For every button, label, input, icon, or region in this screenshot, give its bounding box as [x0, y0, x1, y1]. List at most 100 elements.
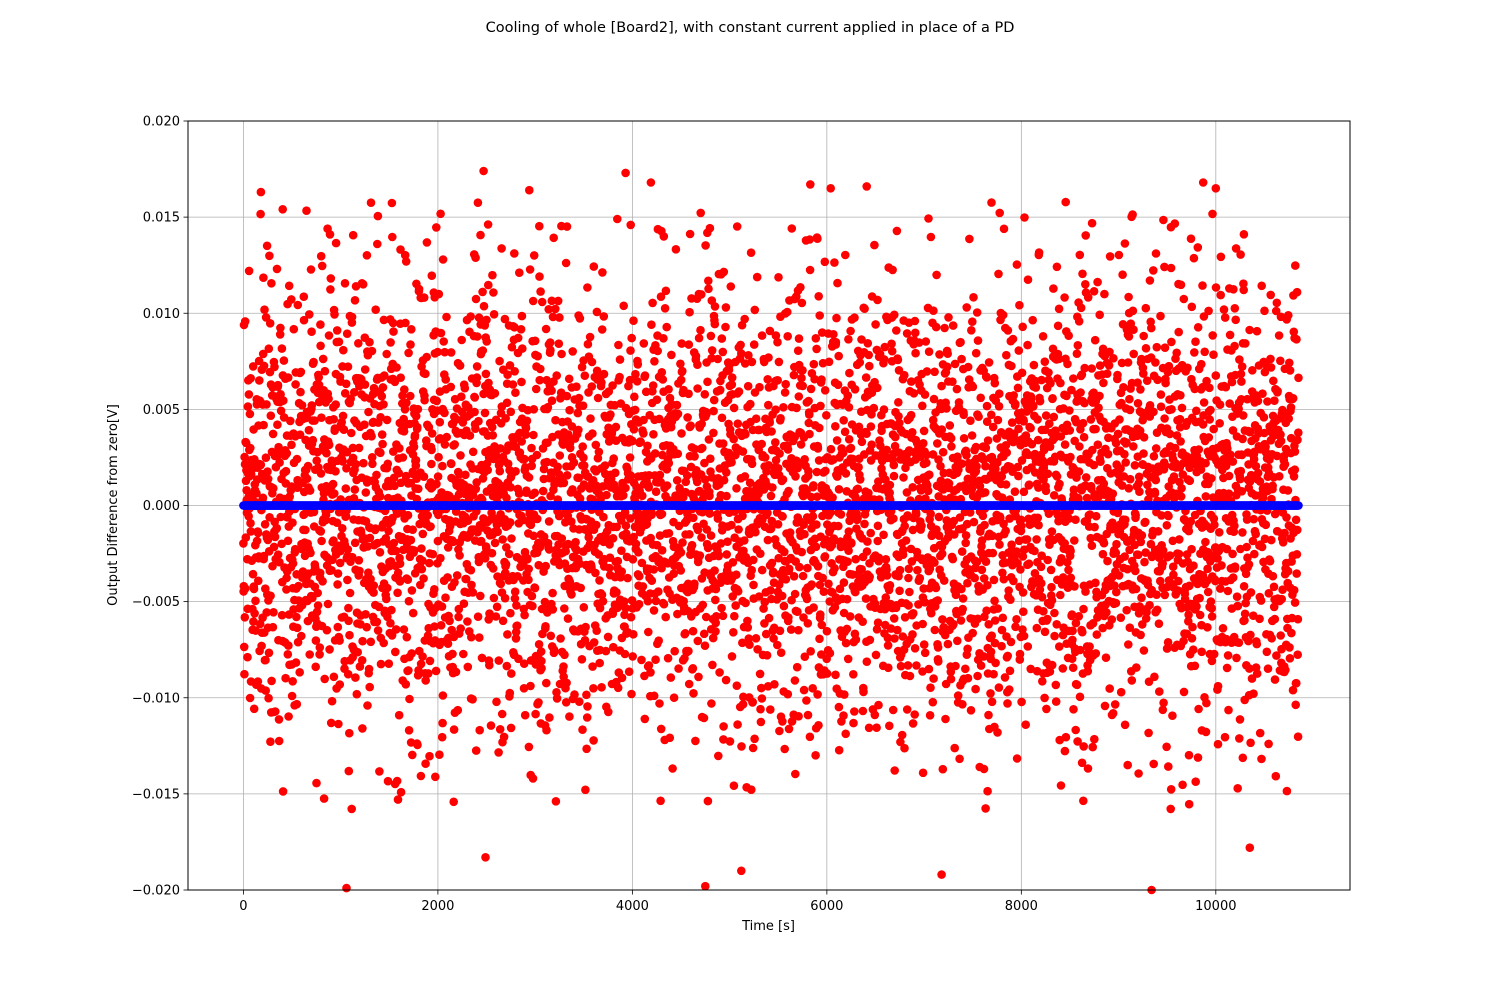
red-data-point — [997, 641, 1006, 651]
red-data-point — [496, 579, 506, 589]
red-data-point — [617, 673, 627, 683]
red-data-point — [1099, 378, 1108, 388]
red-data-point — [1189, 561, 1198, 570]
red-data-point — [1161, 378, 1170, 388]
red-data-point — [1105, 252, 1115, 261]
red-data-point — [471, 294, 481, 304]
red-data-point — [246, 374, 255, 383]
red-data-point — [493, 572, 502, 581]
red-data-point — [598, 268, 607, 277]
red-data-point — [834, 702, 844, 712]
red-data-point — [1189, 645, 1198, 654]
red-data-point — [797, 298, 807, 308]
red-data-point — [1017, 697, 1026, 707]
red-data-point — [259, 273, 268, 283]
red-data-point — [1070, 536, 1079, 545]
red-data-point — [953, 636, 962, 646]
red-data-point — [463, 617, 472, 626]
red-data-point — [700, 390, 710, 399]
red-data-point — [649, 565, 659, 574]
red-data-point — [1058, 664, 1068, 673]
red-data-point — [974, 412, 983, 422]
red-data-point — [388, 232, 397, 242]
red-data-point — [545, 338, 555, 347]
red-data-point — [1131, 584, 1141, 594]
red-data-point — [789, 572, 799, 581]
red-data-point — [396, 787, 406, 797]
red-data-point — [958, 700, 967, 709]
red-data-point — [500, 593, 510, 603]
red-data-point — [389, 538, 399, 548]
red-data-point — [266, 737, 275, 746]
red-data-point — [733, 587, 743, 596]
red-data-point — [628, 555, 638, 564]
red-data-point — [630, 392, 639, 402]
red-data-point — [623, 573, 632, 583]
red-data-point — [376, 659, 386, 669]
red-data-point — [644, 627, 653, 637]
red-data-point — [695, 551, 705, 560]
red-data-point — [897, 730, 907, 740]
red-data-point — [446, 348, 456, 357]
red-data-point — [887, 346, 897, 356]
red-data-point — [450, 578, 459, 587]
red-data-point — [691, 736, 700, 746]
red-data-point — [1203, 587, 1213, 597]
red-data-point — [843, 391, 853, 400]
red-data-point — [734, 525, 743, 534]
red-data-point — [792, 403, 801, 413]
red-data-point — [751, 414, 761, 424]
red-data-point — [1095, 391, 1104, 401]
red-data-point — [529, 251, 539, 260]
red-data-point — [908, 428, 917, 437]
red-data-point — [809, 359, 819, 369]
red-data-point — [350, 538, 360, 548]
red-data-point — [499, 732, 509, 742]
red-data-point — [1152, 605, 1162, 615]
red-data-point — [693, 360, 702, 370]
red-data-point — [598, 597, 608, 606]
red-data-point — [421, 676, 431, 685]
red-data-point — [890, 766, 899, 775]
red-data-point — [605, 563, 614, 573]
red-data-point — [401, 471, 411, 481]
red-data-point — [1134, 769, 1143, 778]
red-data-point — [1108, 709, 1118, 718]
red-data-point — [436, 209, 445, 219]
red-data-point — [834, 521, 843, 531]
red-data-point — [407, 649, 417, 658]
red-data-point — [266, 411, 276, 421]
red-data-point — [1139, 331, 1148, 341]
red-data-point — [333, 622, 343, 632]
red-data-point — [1047, 582, 1056, 592]
red-data-point — [757, 331, 767, 340]
red-data-point — [363, 701, 372, 710]
red-data-point — [658, 375, 668, 384]
red-data-point — [1011, 399, 1020, 409]
red-data-point — [1192, 406, 1201, 416]
red-data-point — [416, 771, 426, 781]
red-data-point — [672, 476, 682, 485]
red-data-point — [940, 323, 949, 333]
red-data-point — [873, 383, 882, 393]
red-data-point — [346, 394, 356, 404]
red-data-point — [836, 510, 846, 519]
red-data-point — [803, 563, 812, 573]
red-data-point — [831, 337, 841, 347]
red-data-point — [1129, 349, 1138, 359]
red-data-point — [456, 624, 466, 633]
red-data-point — [373, 626, 383, 635]
red-data-point — [301, 525, 310, 535]
red-data-point — [1197, 647, 1206, 657]
red-data-point — [705, 223, 715, 233]
red-data-point — [664, 529, 674, 538]
red-data-point — [1069, 705, 1078, 714]
red-data-point — [511, 467, 520, 476]
red-data-point — [1129, 325, 1138, 335]
red-data-point — [1142, 376, 1152, 386]
red-data-point — [926, 232, 936, 242]
red-data-point — [1151, 249, 1161, 258]
red-data-point — [1132, 663, 1141, 672]
red-data-point — [387, 605, 396, 615]
red-data-point — [329, 536, 338, 545]
